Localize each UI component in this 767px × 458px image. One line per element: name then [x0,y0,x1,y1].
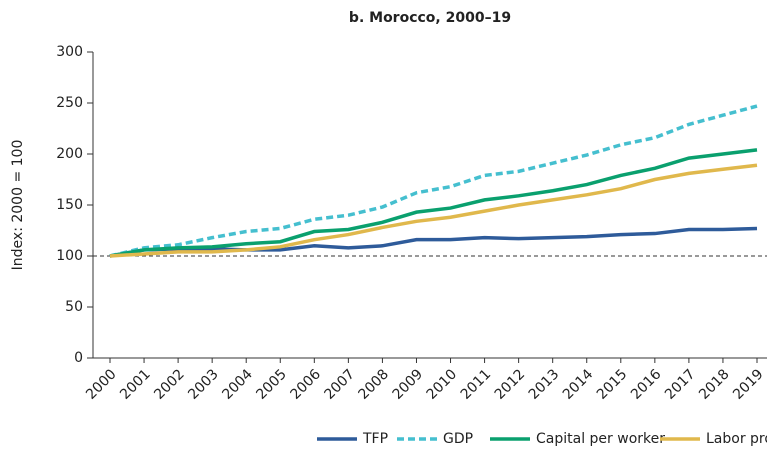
legend-label: Labor productivity [706,431,767,447]
y-tick-label: 250 [56,95,83,111]
x-tick-label: 2001 [117,366,154,403]
line-series [109,163,758,258]
x-tick-label: 2000 [83,366,120,403]
x-tick-label: 2005 [253,366,290,403]
x-tick-label: 2017 [662,366,699,403]
legend-label: Capital per worker [536,431,665,447]
y-tick-label: 0 [74,350,83,366]
legend-label: TFP [362,431,388,447]
x-tick-label: 2004 [219,366,256,403]
x-tick-label: 2002 [151,366,188,403]
y-tick-label: 50 [65,299,83,315]
x-tick-label: 2003 [185,366,222,403]
line-series [109,104,758,258]
x-tick-label: 2012 [492,366,529,403]
x-tick-label: 2014 [560,366,597,403]
y-axis-label: Index: 2000 = 100 [10,140,26,271]
chart-title: b. Morocco, 2000–19 [349,10,511,26]
line-series [109,226,758,258]
line-series [109,148,758,258]
y-tick-label: 100 [56,248,83,264]
x-tick-label: 2010 [424,366,461,403]
x-tick-label: 2016 [628,366,665,403]
y-tick-label: 300 [56,44,83,60]
x-tick-label: 2019 [730,366,767,403]
x-tick-label: 2008 [356,366,393,403]
x-tick-label: 2015 [594,366,631,403]
x-tick-label: 2006 [287,366,324,403]
x-tick-label: 2007 [322,366,359,403]
x-tick-label: 2018 [696,366,733,403]
x-tick-label: 2011 [458,366,495,403]
x-tick-label: 2009 [390,366,427,403]
legend-label: GDP [443,431,473,447]
y-tick-label: 150 [56,197,83,213]
y-tick-label: 200 [56,146,83,162]
x-tick-label: 2013 [526,366,563,403]
